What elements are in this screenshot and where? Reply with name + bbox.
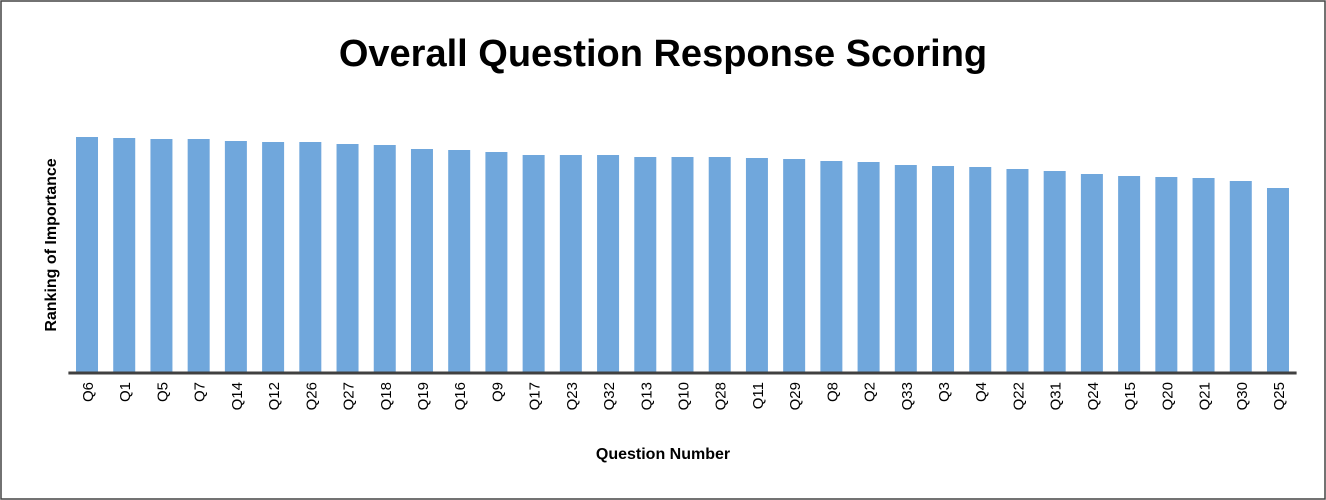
x-tick-label: Q22 [1010,382,1027,410]
x-tick-label: Q31 [1048,382,1065,410]
x-tick-label: Q4 [973,382,990,402]
bar [820,161,843,373]
x-tick-label: Q2 [862,382,879,402]
x-tick-label: Q10 [676,382,693,410]
bar [150,139,173,373]
x-tick-label: Q30 [1234,382,1251,410]
bar [410,149,433,373]
bar [1266,188,1289,373]
bar [76,137,99,373]
x-tick-label: Q11 [750,382,767,409]
bar [187,139,210,373]
x-tick-label: Q1 [117,382,134,402]
x-tick-label: Q15 [1122,382,1139,410]
x-tick-label: Q12 [266,382,283,410]
chart-title: Overall Question Response Scoring [339,33,987,75]
x-tick-label: Q17 [527,382,544,410]
bar [1006,169,1029,373]
x-tick-label: Q18 [378,382,395,410]
bar [671,157,694,373]
bar [559,155,582,373]
x-axis-label: Question Number [596,446,730,463]
bar [857,162,880,373]
bar [894,165,917,373]
bar [224,141,247,373]
bar [1043,171,1066,373]
x-tick-label: Q23 [564,382,581,410]
x-tick-label: Q16 [452,382,469,410]
x-tick-label: Q19 [415,382,432,410]
bar [522,155,545,373]
x-tick-label: Q9 [489,382,506,402]
x-tick-label: Q21 [1197,382,1214,410]
x-tick-label: Q20 [1159,382,1176,410]
x-tick-label: Q14 [229,382,246,410]
x-tick-label: Q13 [638,382,655,410]
bar [485,152,508,373]
bar [1229,181,1252,373]
bar [373,145,396,373]
x-tick-label: Q32 [601,382,618,410]
bar [1118,176,1141,373]
x-tick-label: Q26 [303,382,320,410]
bar [1080,174,1103,373]
x-tick-label: Q25 [1271,382,1288,410]
x-tick-label: Q33 [899,382,916,410]
bar [448,150,471,373]
x-tick-label: Q24 [1085,382,1102,410]
x-tick-label: Q28 [713,382,730,410]
x-tick-label: Q7 [192,382,209,402]
bar [708,157,731,373]
bar [634,157,657,373]
x-tick-label: Q27 [341,382,358,410]
x-tick-label: Q6 [80,382,97,402]
x-tick-label: Q5 [154,382,171,402]
bar [597,155,620,373]
bar [113,138,136,373]
bar [299,142,322,373]
y-axis-label: Ranking of Importance [43,158,60,331]
x-tick-label: Q3 [936,382,953,402]
bar [969,167,992,373]
bar [336,144,359,373]
bar [783,159,806,373]
bar [745,158,768,373]
x-tick-label: Q8 [824,382,841,402]
bar [262,142,285,373]
bar [1155,177,1178,373]
x-tick-label: Q29 [787,382,804,410]
bar [932,166,955,373]
bar [1192,178,1215,373]
